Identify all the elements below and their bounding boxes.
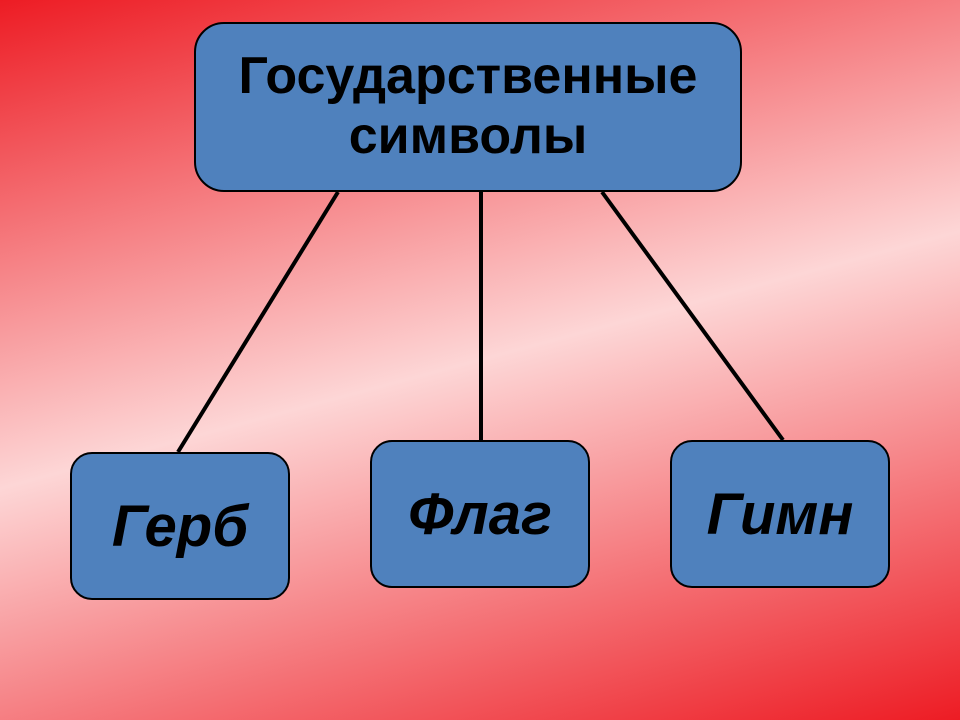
root-label-line2: символы [349, 107, 588, 165]
child-node-2: Гимн [670, 440, 890, 588]
child-node-0: Герб [70, 452, 290, 600]
edge-0 [178, 192, 338, 452]
child-label-2: Гимн [707, 481, 854, 548]
child-label-0: Герб [112, 493, 248, 560]
root-node: Государственные символы [194, 22, 742, 192]
root-label: Государственные символы [239, 47, 698, 167]
child-label-1: Флаг [408, 481, 552, 548]
root-label-line1: Государственные [239, 47, 698, 105]
child-node-1: Флаг [370, 440, 590, 588]
edge-2 [602, 192, 783, 440]
